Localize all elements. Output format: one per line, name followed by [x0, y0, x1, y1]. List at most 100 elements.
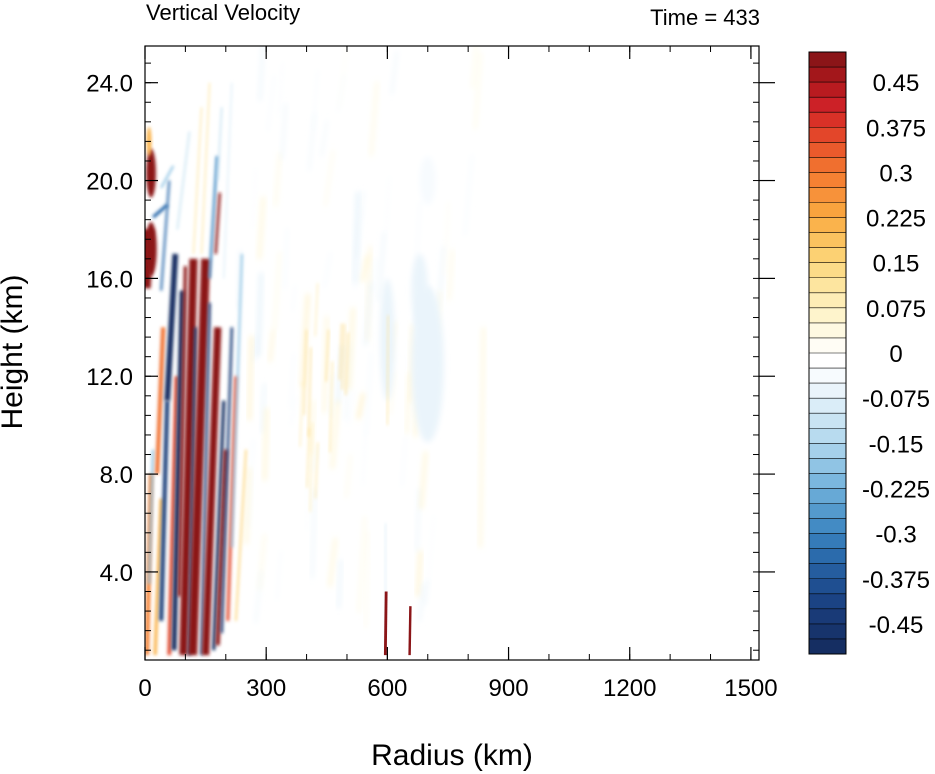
y-tick-label: 24.0 — [86, 71, 133, 98]
colorbar-segment — [809, 593, 846, 610]
colorbar-segment — [809, 458, 846, 474]
downdraft-streak — [160, 180, 171, 291]
colorbar: 0.45 0.375 0.3 0.225 0.15 0.075 0 -0.075 -0.15 -0… — [808, 51, 930, 655]
colorbar-segment — [809, 217, 846, 233]
upper-weak-cell — [336, 73, 346, 113]
colorbar-segment — [809, 202, 846, 218]
weak-cell — [273, 251, 281, 332]
colorbar-label: 0.225 — [866, 206, 926, 233]
outer-updraft-streak — [329, 361, 333, 453]
velocity-field — [145, 46, 759, 660]
colorbar-segment — [809, 247, 846, 263]
downdraft-streak — [223, 82, 233, 279]
colorbar-segment — [809, 608, 846, 625]
colorbar-label: -0.15 — [869, 431, 924, 458]
chart-title-left: Vertical Velocity — [146, 0, 300, 25]
weak-cell — [289, 394, 297, 428]
upper-weak-cell — [385, 175, 391, 235]
outer-updraft-streak — [325, 329, 330, 382]
colorbar-segment — [809, 503, 846, 519]
colorbar-segment — [809, 142, 846, 158]
weak-cell — [254, 570, 263, 624]
colorbar-segment — [809, 563, 846, 580]
updraft-streak — [177, 266, 188, 597]
colorbar-segment — [809, 518, 846, 534]
x-tick-label: 1500 — [724, 675, 777, 702]
plot-background — [145, 46, 759, 660]
weak-cell — [415, 487, 421, 552]
downdraft-streak — [220, 327, 234, 634]
weak-cell — [328, 537, 337, 587]
colorbar-segment — [809, 383, 846, 399]
downdraft-streak — [200, 302, 211, 656]
upper-weak-cell — [323, 251, 332, 289]
weak-cell — [256, 272, 263, 357]
weak-cell — [353, 191, 360, 284]
x-tick-label: 0 — [138, 675, 151, 702]
chart-title-right: Time = 433 — [650, 5, 760, 30]
colorbar-segment — [809, 307, 846, 324]
upper-weak-cell — [390, 50, 398, 95]
x-tick-label: 900 — [489, 675, 529, 702]
downdraft-streak — [208, 156, 219, 279]
colorbar-label: 0.15 — [873, 251, 920, 278]
colorbar-label: 0.3 — [879, 160, 912, 187]
outer-updraft-streak — [345, 332, 349, 396]
weak-cell — [423, 579, 429, 606]
weak-cell — [263, 407, 269, 481]
weak-cell — [363, 282, 373, 346]
colorbar-label: 0.45 — [873, 70, 920, 97]
axis-downdraft — [160, 165, 175, 189]
plot-frame — [144, 45, 760, 661]
colorbar-segment — [809, 112, 846, 128]
colorbar-label: 0.075 — [866, 296, 926, 323]
colorbar-segment — [809, 292, 846, 309]
colorbar-segment — [809, 82, 846, 98]
upper-weak-cell — [281, 102, 287, 160]
colorbar-segment — [809, 368, 846, 384]
x-tick-label: 300 — [246, 675, 286, 702]
weak-cell — [416, 550, 422, 597]
colorbar-segment — [809, 187, 846, 203]
axis-ticks: 0 300 600 900 1200 1500 4.0 8.0 12.0 16.0 20.0 24.0 — [86, 46, 778, 702]
colorbar-segment — [809, 533, 846, 549]
y-tick-label: 16.0 — [86, 266, 133, 293]
colorbar-segment — [809, 578, 846, 595]
upper-weak-cell — [413, 131, 419, 211]
y-tick-label: 20.0 — [86, 169, 133, 196]
y-tick-label: 12.0 — [86, 364, 133, 391]
upper-weak-cell — [471, 46, 478, 89]
weak-cell — [406, 372, 411, 434]
upper-weak-cell — [320, 119, 328, 158]
y-tick-label: 4.0 — [100, 560, 133, 587]
weak-cell — [345, 454, 352, 499]
updraft-streak — [179, 258, 198, 656]
downdraft-streak — [230, 253, 243, 548]
weak-cell — [353, 258, 360, 290]
weak-cell — [301, 293, 309, 387]
weak-cell — [305, 477, 310, 532]
colorbar-segment — [809, 488, 846, 504]
upper-weak-cell — [312, 68, 319, 132]
upper-weak-cell — [474, 52, 482, 130]
colorbar-label: -0.075 — [862, 386, 930, 413]
downdraft-streak — [188, 327, 197, 656]
downdraft-streak — [164, 253, 179, 401]
weak-cell — [357, 392, 365, 420]
updraft-streak — [214, 192, 221, 255]
weak-cell — [331, 400, 339, 469]
upper-weak-cell — [463, 154, 474, 237]
outer-updraft-streak — [306, 427, 310, 488]
y-axis-label: Height (km) — [0, 274, 29, 429]
outer-updraft-streak — [338, 323, 343, 380]
updraft-streak — [235, 449, 247, 621]
weak-cell — [291, 284, 297, 313]
updraft-streak — [226, 376, 238, 621]
upper-weak-cell — [258, 196, 265, 260]
colorbar-label: 0.375 — [866, 115, 926, 142]
upper-weak-cell — [258, 46, 265, 102]
weak-cell — [347, 307, 355, 390]
y-tick-label: 8.0 — [100, 462, 133, 489]
colorbar-label: -0.225 — [862, 476, 930, 503]
